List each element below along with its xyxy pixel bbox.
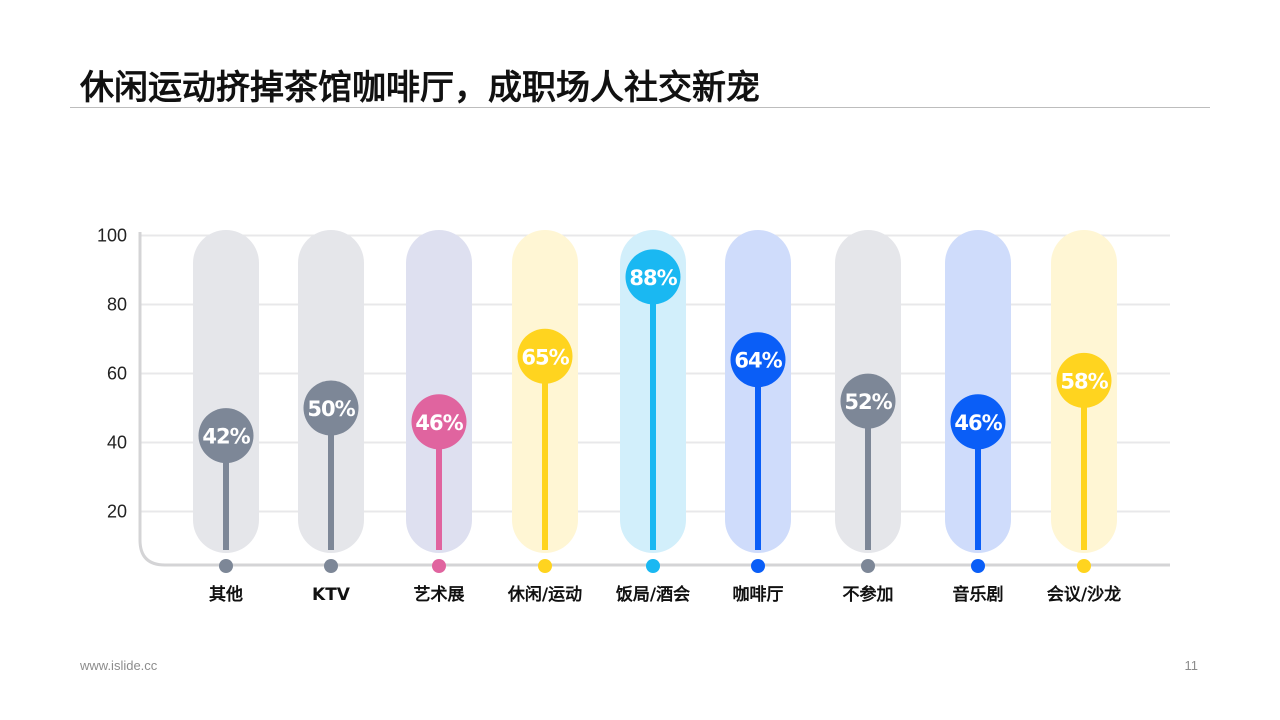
chart-axis (138, 232, 1170, 567)
y-tick-label: 60 (107, 364, 127, 384)
bar-head (840, 373, 896, 429)
category-marker-dot (751, 559, 765, 573)
bar-head (625, 249, 681, 305)
x-tick-label: 饭局/酒会 (615, 584, 690, 605)
data-label: 46% (415, 411, 463, 435)
bar-head (411, 394, 467, 450)
y-tick-label: 80 (107, 295, 127, 315)
data-label: 58% (1060, 369, 1108, 393)
data-label: 65% (521, 345, 569, 369)
x-tick-label: 会议/沙龙 (1047, 584, 1121, 605)
bar-background-pill (406, 230, 472, 553)
bar-head (950, 394, 1006, 450)
y-tick-label: 20 (107, 502, 127, 522)
title-divider (70, 107, 1210, 108)
bar-head (517, 328, 573, 384)
page-title: 休闲运动挤掉茶馆咖啡厅，成职场人社交新宠 (80, 68, 760, 108)
category-marker-dot (538, 559, 552, 573)
data-label: 46% (954, 411, 1002, 435)
x-tick-label: 休闲/运动 (507, 584, 582, 605)
x-tick-label: 其他 (209, 584, 243, 605)
x-tick-label: 不参加 (843, 584, 894, 605)
category-marker-dot (971, 559, 985, 573)
x-tick-label: 咖啡厅 (733, 584, 784, 605)
page-number: 11 (1184, 658, 1199, 673)
category-marker-dot (324, 559, 338, 573)
category-marker-dot (646, 559, 660, 573)
bar-background-pill (945, 230, 1011, 553)
data-label: 50% (307, 397, 355, 421)
bar-head (730, 332, 786, 388)
footer-website: www.islide.cc (80, 658, 158, 673)
data-label: 64% (734, 349, 782, 373)
category-marker-dot (1077, 559, 1091, 573)
bar-head (1056, 352, 1112, 408)
data-label: 42% (202, 425, 250, 449)
y-tick-label: 100 (97, 226, 127, 246)
data-label: 88% (629, 266, 677, 290)
category-marker-dot (861, 559, 875, 573)
x-tick-label: KTV (312, 585, 351, 605)
bar-head (303, 380, 359, 436)
category-marker-dot (432, 559, 446, 573)
category-marker-dot (219, 559, 233, 573)
bar-head (198, 408, 254, 464)
bar-background-pill (193, 230, 259, 553)
x-tick-label: 艺术展 (414, 584, 465, 605)
x-tick-label: 音乐剧 (953, 584, 1004, 605)
data-label: 52% (844, 390, 892, 414)
y-tick-label: 40 (107, 433, 127, 453)
